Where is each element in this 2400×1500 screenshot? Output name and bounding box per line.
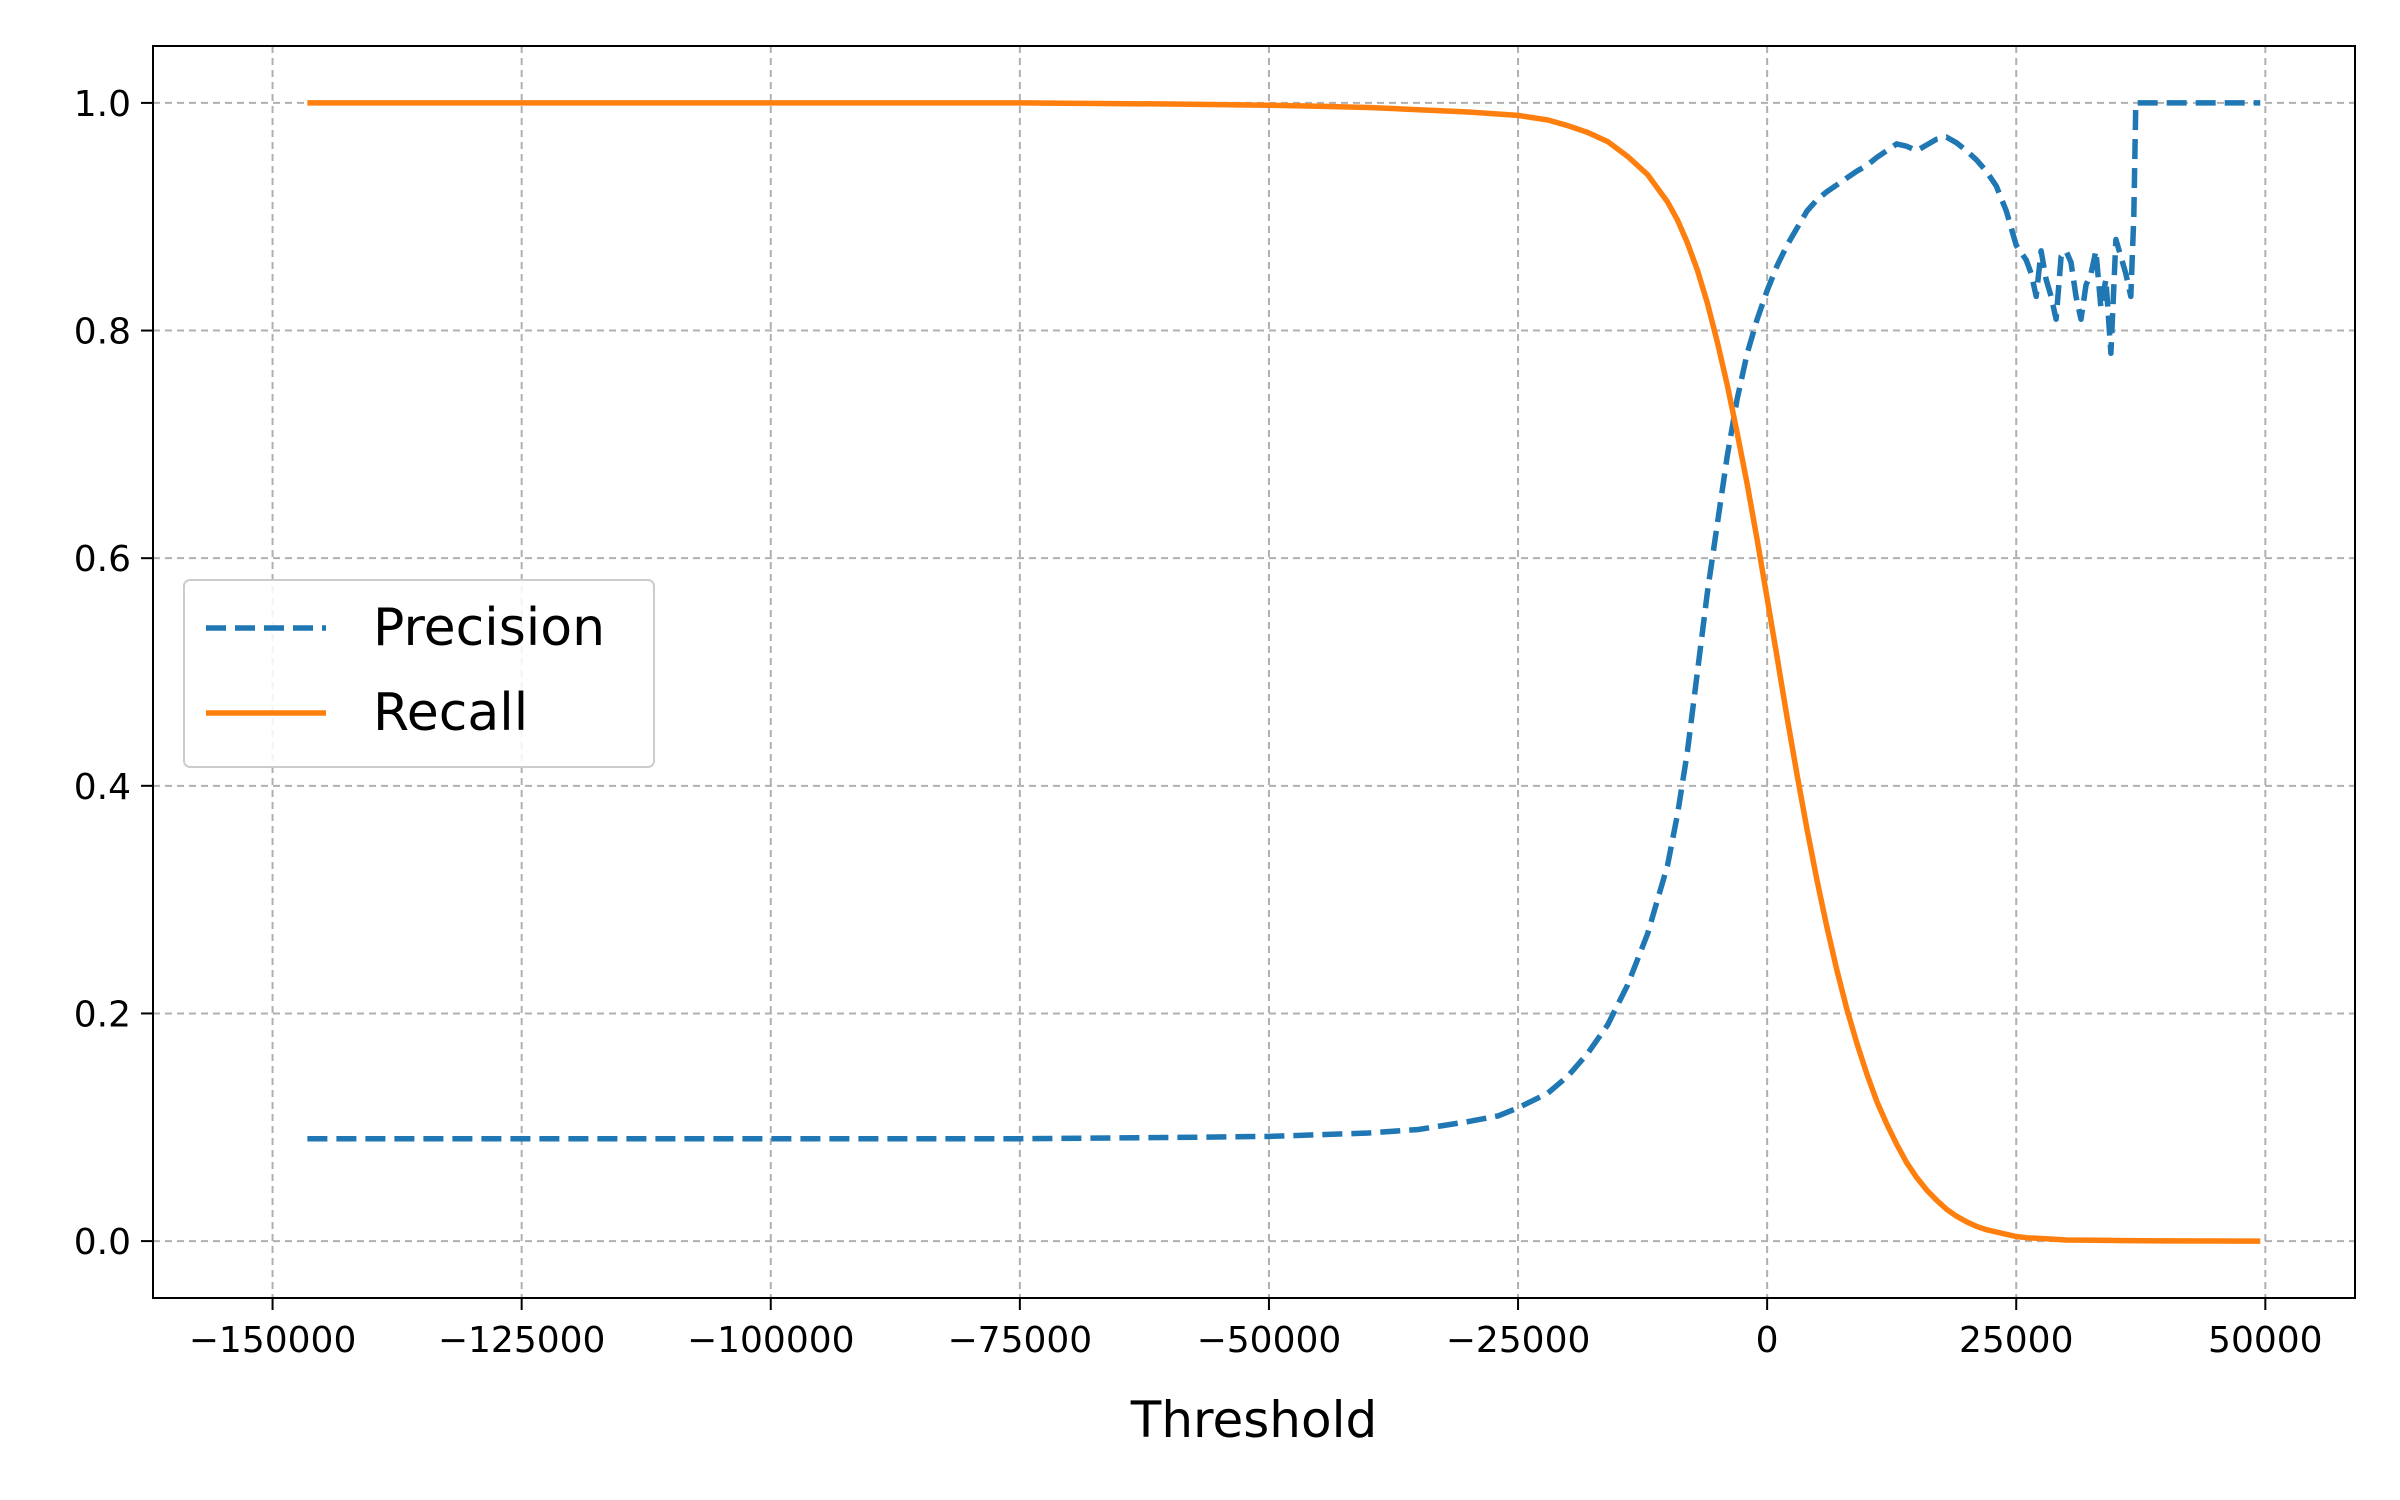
recall-line — [307, 100, 2261, 1244]
x-tick-label: 25000 — [1959, 1320, 2074, 1361]
x-tick-label: −50000 — [1197, 1320, 1342, 1361]
y-tick-label: 0.2 — [74, 994, 131, 1035]
x-tick-label: −25000 — [1446, 1320, 1591, 1361]
plot-frame — [152, 45, 2356, 1299]
legend: Precision Recall — [183, 579, 655, 768]
precision-line — [307, 100, 2261, 1142]
x-tick-label: −100000 — [687, 1320, 855, 1361]
x-tick-label: 50000 — [2208, 1320, 2323, 1361]
x-tick-label: −150000 — [189, 1320, 357, 1361]
y-tick-label: 0.8 — [74, 312, 131, 353]
y-tick-label: 1.0 — [74, 84, 131, 125]
precision-legend-label: Precision — [373, 598, 605, 658]
recall-legend-label: Recall — [373, 683, 528, 743]
x-tick-label: −75000 — [948, 1320, 1093, 1361]
x-axis-label: Threshold — [1130, 1391, 1377, 1449]
axis-ticks: −150000 −125000 −100000 −75000 −50000 −25000 0… — [74, 84, 2323, 1361]
series-layer — [307, 100, 2261, 1244]
y-tick-label: 0.4 — [74, 767, 131, 808]
x-tick-label: −125000 — [438, 1320, 606, 1361]
y-tick-label: 0.6 — [74, 539, 131, 580]
x-tick-label: 0 — [1756, 1320, 1779, 1361]
y-tick-label: 0.0 — [74, 1222, 131, 1263]
